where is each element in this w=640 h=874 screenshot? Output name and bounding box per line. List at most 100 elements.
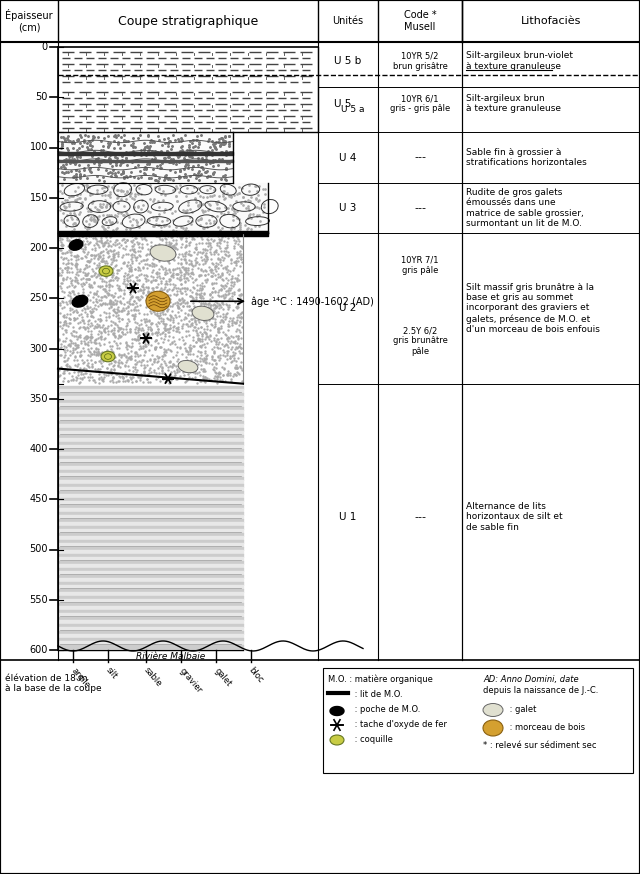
Point (164, 273, 175, 287)
Point (104, 306, 114, 320)
Point (192, 133, 202, 147)
Point (100, 149, 111, 163)
Point (213, 366, 223, 380)
Point (149, 259, 159, 273)
Point (181, 245, 191, 259)
Point (218, 310, 228, 324)
Point (98, 244, 108, 258)
Point (191, 133, 201, 147)
Point (132, 289, 143, 303)
Point (140, 232, 150, 246)
Point (134, 268, 144, 282)
Point (236, 288, 246, 302)
Point (83, 288, 93, 302)
Text: 2.5Y 6/2
gris brunâtre
pâle: 2.5Y 6/2 gris brunâtre pâle (392, 326, 447, 356)
Point (129, 244, 140, 258)
Point (233, 232, 243, 246)
Point (90, 241, 100, 255)
Point (163, 372, 173, 386)
Point (82, 353, 92, 367)
Point (70, 279, 80, 293)
Point (134, 244, 145, 258)
Point (88, 130, 99, 144)
Point (56, 238, 67, 252)
Point (193, 257, 204, 271)
Point (188, 184, 198, 198)
Point (118, 322, 128, 336)
Point (175, 164, 185, 178)
Point (244, 178, 254, 192)
Point (207, 285, 217, 299)
Point (84, 370, 95, 384)
Point (208, 159, 218, 173)
Point (104, 310, 115, 324)
Point (65, 156, 75, 170)
Point (235, 314, 245, 328)
Point (207, 143, 218, 157)
Point (116, 130, 126, 144)
Point (163, 150, 173, 164)
Point (195, 289, 205, 303)
Point (210, 294, 220, 308)
Point (206, 240, 216, 254)
Point (148, 281, 158, 295)
Point (195, 137, 205, 151)
Point (90, 229, 100, 243)
Point (96, 325, 106, 339)
Point (141, 358, 152, 372)
Point (54, 266, 64, 280)
Point (93, 267, 103, 281)
Point (136, 254, 146, 268)
Point (234, 323, 244, 336)
Point (182, 345, 193, 359)
Point (139, 358, 149, 372)
Point (109, 356, 120, 370)
Point (134, 164, 145, 178)
Point (168, 281, 179, 295)
Point (132, 273, 142, 287)
Point (79, 321, 90, 335)
Point (211, 259, 221, 273)
Text: : poche de M.O.: : poche de M.O. (352, 705, 420, 714)
Point (195, 168, 205, 182)
Point (173, 273, 184, 287)
Point (188, 334, 198, 348)
Point (72, 274, 82, 288)
Point (99, 282, 109, 296)
Point (190, 364, 200, 378)
Point (204, 313, 214, 327)
Point (168, 261, 179, 275)
Point (125, 214, 135, 228)
Point (166, 309, 176, 323)
Point (182, 372, 192, 386)
Point (91, 342, 101, 356)
Point (225, 189, 236, 203)
Point (259, 197, 269, 211)
Point (179, 271, 189, 285)
Point (180, 149, 190, 163)
Point (154, 181, 164, 195)
Point (89, 268, 99, 282)
Point (129, 200, 140, 214)
Point (220, 260, 230, 274)
Point (198, 205, 208, 218)
Point (197, 327, 207, 341)
Point (157, 138, 168, 152)
Point (207, 276, 217, 290)
Point (196, 160, 206, 174)
Point (104, 151, 114, 165)
Point (220, 172, 230, 186)
Point (133, 302, 143, 316)
Point (93, 249, 104, 263)
Point (120, 235, 130, 249)
Point (210, 268, 220, 282)
Point (140, 315, 150, 329)
Point (99, 304, 109, 318)
Point (58, 276, 68, 290)
Point (74, 164, 84, 178)
Point (108, 326, 118, 340)
Point (128, 360, 138, 374)
Point (75, 262, 85, 276)
Point (227, 220, 237, 234)
Point (167, 304, 177, 318)
